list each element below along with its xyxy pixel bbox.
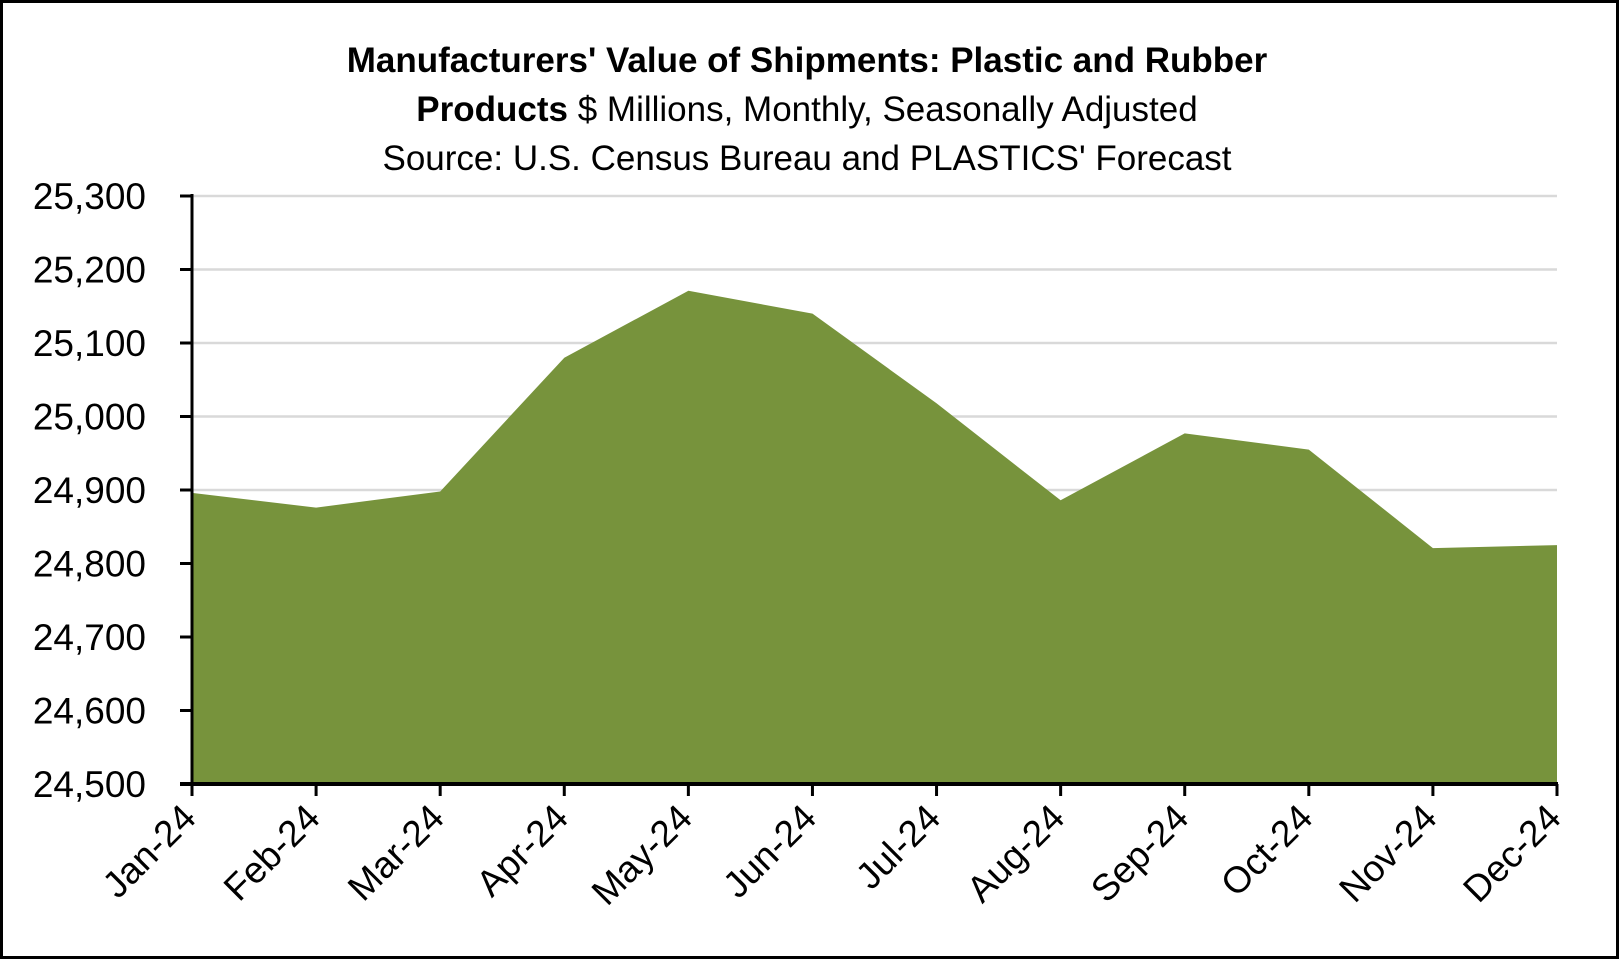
y-tick-label: 25,200 [33,250,146,291]
x-axis-tick-labels: Jan-24 Feb-24 Mar-24 Apr-24 May-24 Jun-24 Jul-… [95,797,1569,913]
x-tick-label: Sep-24 [1083,797,1196,910]
y-tick-label: 24,500 [33,764,146,805]
y-tick-label: 25,000 [33,397,146,438]
x-tick-label: May-24 [584,797,700,913]
y-tick-label: 24,800 [33,544,146,585]
x-tick-label: Oct-24 [1213,797,1321,905]
x-tick-label: Nov-24 [1331,797,1444,910]
chart-title: Manufacturers' Value of Shipments: Plast… [347,41,1268,178]
title-line-2: Products $ Millions, Monthly, Seasonally… [416,90,1197,129]
x-tick-label: Feb-24 [216,797,328,909]
x-tick-label: Jan-24 [95,797,204,906]
x-tick-label: Aug-24 [959,797,1072,910]
area-series [192,290,1557,784]
y-tick-label: 24,600 [33,691,146,732]
axes [180,194,1559,796]
x-tick-label: Apr-24 [468,797,576,905]
x-tick-label: Jul-24 [848,797,948,897]
title-line-3: Source: U.S. Census Bureau and PLASTICS'… [382,139,1231,178]
y-tick-label: 24,700 [33,617,146,658]
x-tick-label: Mar-24 [340,797,452,909]
y-axis-tick-labels: 24,500 24,600 24,700 24,800 24,900 25,000 25,1… [33,176,146,805]
y-tick-label: 24,900 [33,470,146,511]
title-line-1: Manufacturers' Value of Shipments: Plast… [347,41,1268,80]
y-tick-label: 25,300 [33,176,146,217]
y-tick-label: 25,100 [33,323,146,364]
x-tick-label: Dec-24 [1455,797,1568,910]
area-fill [192,290,1557,784]
x-tick-label: Jun-24 [715,797,824,906]
